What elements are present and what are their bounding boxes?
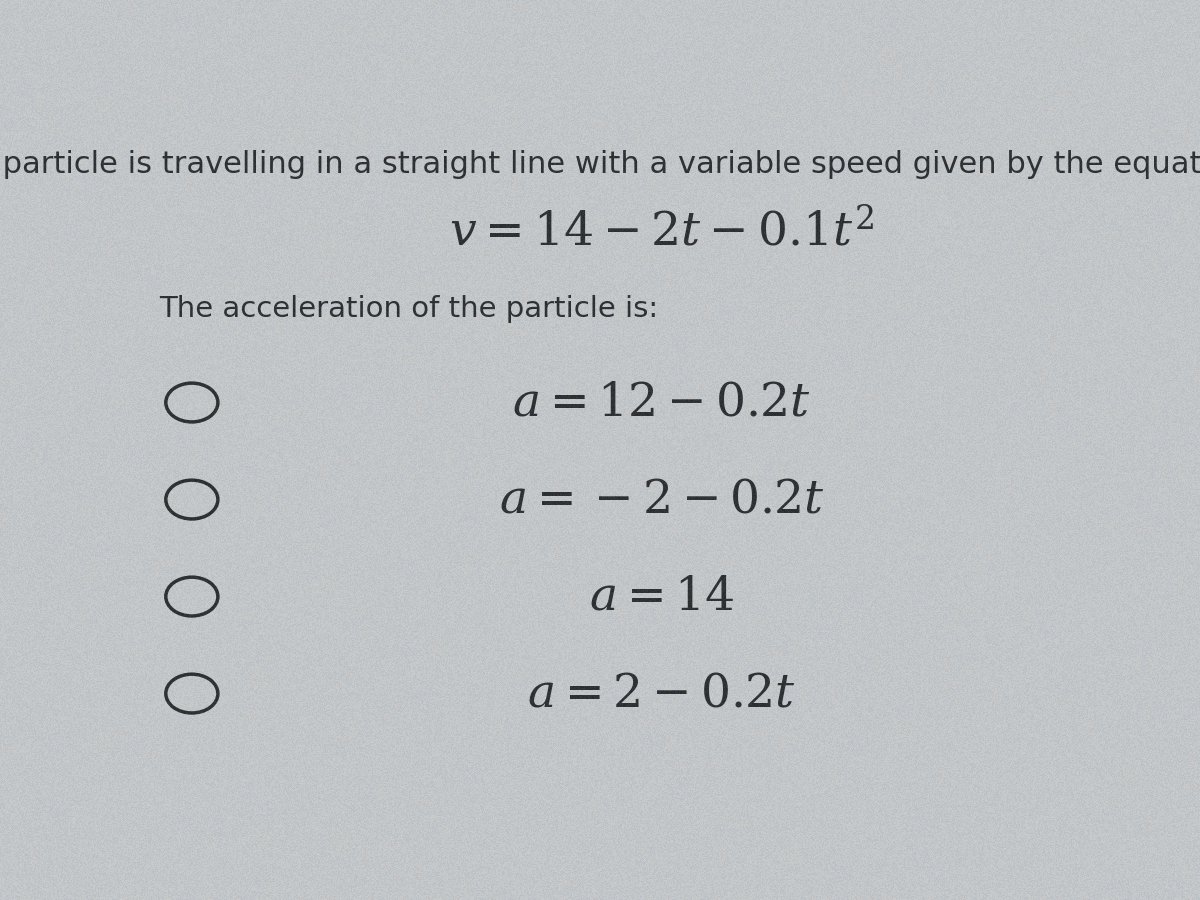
Text: $v = 14 - 2t - 0.1t^2$: $v = 14 - 2t - 0.1t^2$: [449, 210, 874, 256]
Text: $a = 2 - 0.2t$: $a = 2 - 0.2t$: [527, 671, 796, 716]
Text: $a = 12 - 0.2t$: $a = 12 - 0.2t$: [512, 380, 811, 425]
Text: The acceleration of the particle is:: The acceleration of the particle is:: [160, 295, 659, 323]
Text: A particle is travelling in a straight line with a variable speed given by the e: A particle is travelling in a straight l…: [0, 149, 1200, 178]
Text: $a = -2 - 0.2t$: $a = -2 - 0.2t$: [499, 477, 824, 522]
Text: $a = 14$: $a = 14$: [589, 574, 734, 619]
